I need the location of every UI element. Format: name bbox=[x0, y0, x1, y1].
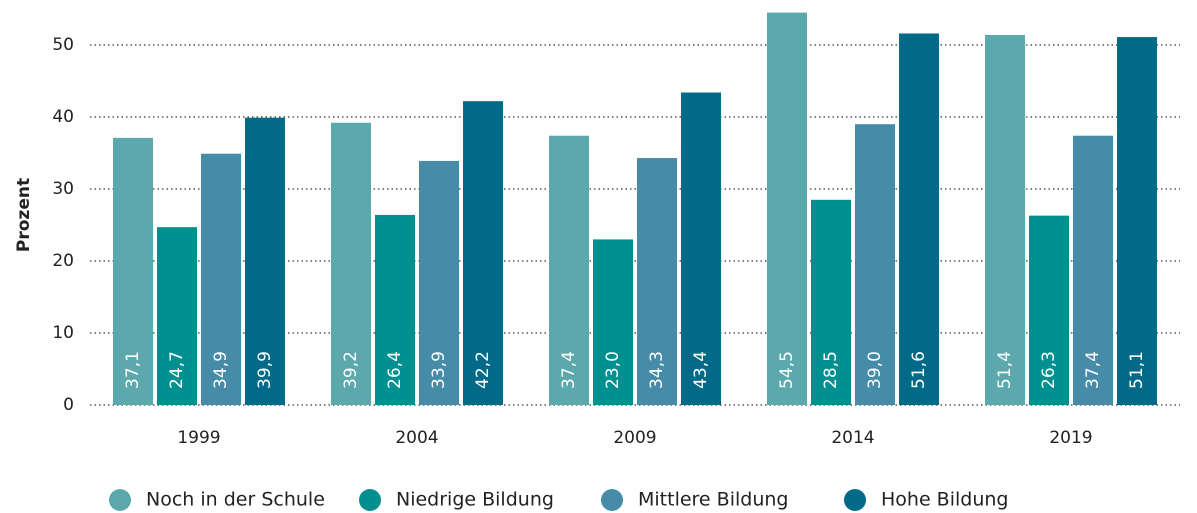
data-label: 37,4 bbox=[1083, 351, 1103, 389]
bar bbox=[681, 92, 721, 406]
data-label: 51,4 bbox=[995, 351, 1015, 389]
data-label: 34,3 bbox=[647, 351, 667, 389]
legend-swatch bbox=[844, 489, 866, 511]
bar bbox=[1073, 135, 1113, 405]
legend-swatch bbox=[109, 489, 131, 511]
x-tick-label: 1999 bbox=[177, 428, 220, 448]
data-label: 39,0 bbox=[865, 351, 885, 389]
data-label: 51,6 bbox=[909, 351, 929, 389]
bar bbox=[157, 227, 197, 405]
y-tick-label: 30 bbox=[52, 179, 74, 199]
legend-swatch bbox=[359, 489, 381, 511]
bar bbox=[245, 117, 285, 405]
data-label: 51,1 bbox=[1127, 351, 1147, 389]
bar bbox=[637, 158, 677, 405]
data-label: 37,1 bbox=[123, 351, 143, 389]
bar bbox=[463, 101, 503, 405]
y-tick-label: 0 bbox=[63, 395, 74, 415]
bar bbox=[899, 33, 939, 405]
data-label: 39,2 bbox=[341, 351, 361, 389]
bar bbox=[113, 137, 153, 405]
x-tick-label: 2004 bbox=[395, 428, 438, 448]
x-tick-label: 2019 bbox=[1049, 428, 1092, 448]
bar bbox=[419, 160, 459, 405]
y-tick-label: 50 bbox=[52, 35, 74, 55]
y-tick-label: 10 bbox=[52, 323, 74, 343]
legend-label: Niedrige Bildung bbox=[396, 489, 554, 511]
bar bbox=[985, 34, 1025, 406]
data-label: 24,7 bbox=[167, 351, 187, 389]
data-label: 37,4 bbox=[559, 351, 579, 389]
data-label: 42,2 bbox=[473, 351, 493, 389]
bar bbox=[1029, 215, 1069, 405]
bar bbox=[811, 199, 851, 405]
bar bbox=[375, 214, 415, 405]
x-tick-label: 2014 bbox=[831, 428, 874, 448]
legend-label: Mittlere Bildung bbox=[638, 489, 788, 511]
data-label: 23,0 bbox=[603, 351, 623, 389]
data-label: 26,4 bbox=[385, 351, 405, 389]
bar bbox=[855, 124, 895, 405]
y-axis-label: Prozent bbox=[14, 178, 34, 252]
legend-label: Noch in der Schule bbox=[146, 489, 325, 511]
y-tick-label: 20 bbox=[52, 251, 74, 271]
bar bbox=[549, 135, 589, 405]
data-label: 26,3 bbox=[1039, 351, 1059, 389]
legend-swatch bbox=[601, 489, 623, 511]
bar bbox=[1117, 37, 1157, 406]
bar bbox=[201, 153, 241, 405]
y-tick-label: 40 bbox=[52, 107, 74, 127]
x-tick-label: 2009 bbox=[613, 428, 656, 448]
data-label: 43,4 bbox=[691, 351, 711, 389]
bar bbox=[331, 122, 371, 405]
data-label: 54,5 bbox=[777, 351, 797, 389]
legend-label: Hohe Bildung bbox=[881, 489, 1008, 511]
data-label: 28,5 bbox=[821, 351, 841, 389]
bar bbox=[767, 12, 807, 405]
bar bbox=[593, 239, 633, 405]
data-label: 39,9 bbox=[255, 351, 275, 389]
data-label: 33,9 bbox=[429, 351, 449, 389]
data-label: 34,9 bbox=[211, 351, 231, 389]
